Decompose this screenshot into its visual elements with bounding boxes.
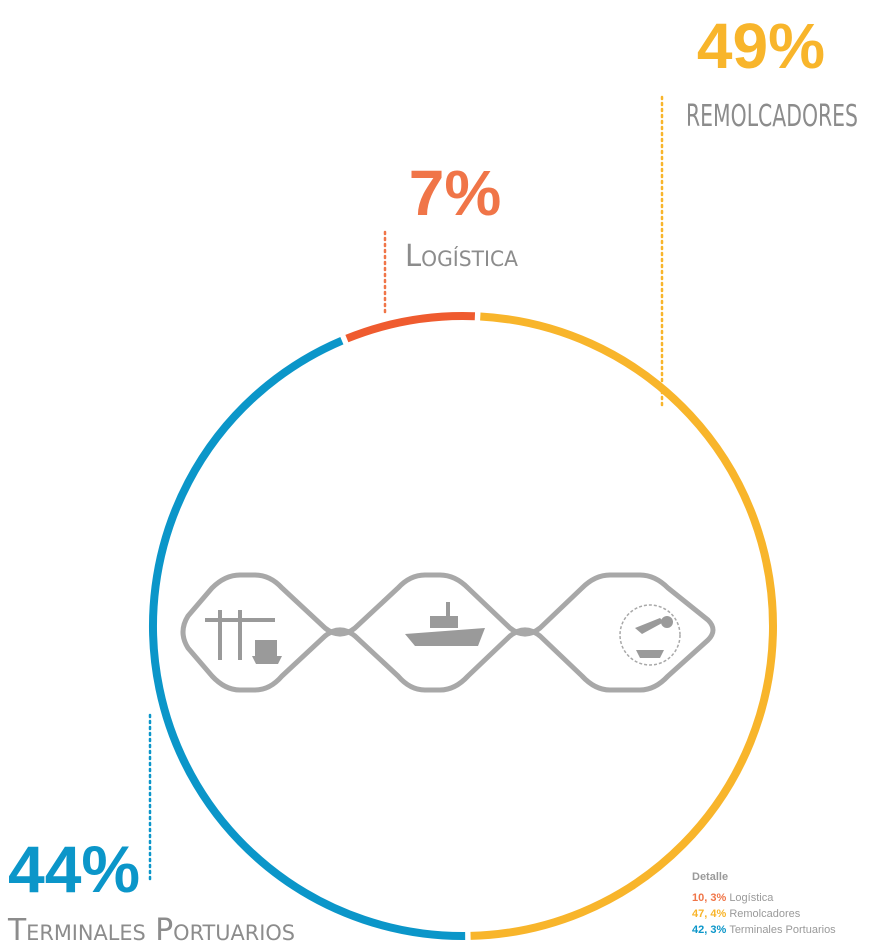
legend-row: 47, 4% Remolcadores xyxy=(692,908,801,920)
legend-value: 10, 3% xyxy=(692,892,726,904)
category-label: Terminales Portuarios xyxy=(7,913,295,948)
legend-value: 47, 4% xyxy=(692,908,726,920)
category-label: Logística xyxy=(405,239,519,274)
legend-value: 42, 3% xyxy=(692,924,726,936)
legend-name: Remolcadores xyxy=(729,908,800,920)
category-label: REMOLCADORES xyxy=(686,99,858,134)
percent-label: 49% xyxy=(697,10,825,82)
percent-label: 44% xyxy=(8,832,140,906)
crane-icon xyxy=(205,610,282,664)
donut-segment xyxy=(345,312,476,343)
icon-chain xyxy=(180,572,716,693)
legend-row: 10, 3% Logística xyxy=(692,892,774,904)
legend-name: Logística xyxy=(729,892,774,904)
legend-title: Detalle xyxy=(692,871,728,883)
donut-segment xyxy=(149,336,466,940)
tugboat-icon xyxy=(405,602,485,646)
percent-label: 7% xyxy=(409,157,502,229)
legend-row: 42, 3% Terminales Portuarios xyxy=(692,924,836,936)
donut-segment xyxy=(470,312,777,940)
legend-name: Terminales Portuarios xyxy=(729,924,836,936)
logistics-icon xyxy=(619,604,681,666)
